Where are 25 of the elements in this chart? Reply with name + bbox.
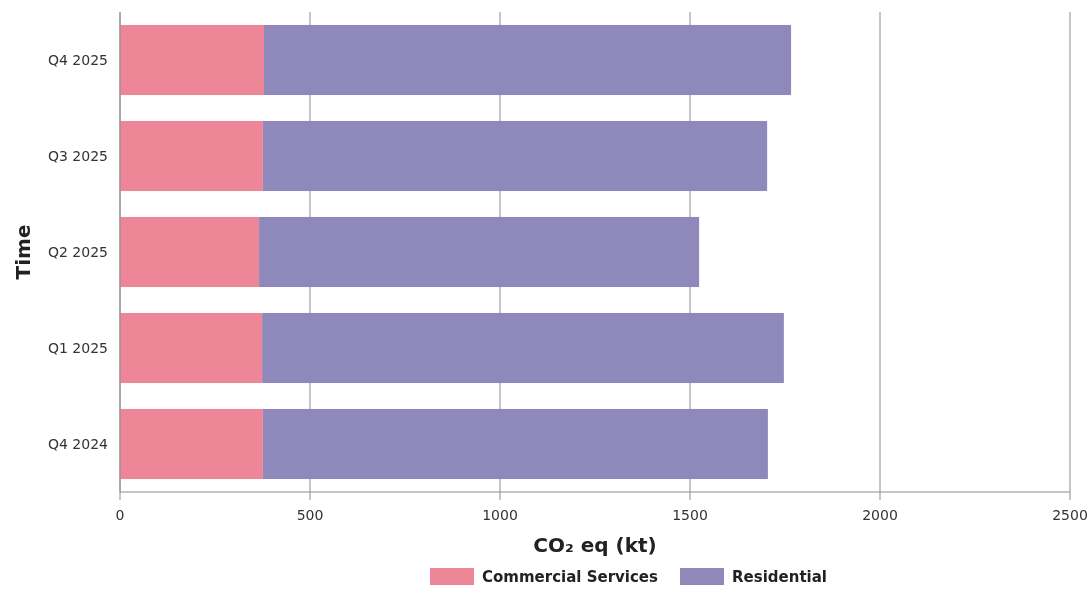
bar: [259, 216, 700, 288]
x-tick-label: 2500: [1052, 507, 1088, 523]
y-tick-label: Q3 2025: [47, 147, 108, 164]
bar: [262, 120, 768, 192]
legend-label: Residential: [732, 568, 827, 586]
bar: [262, 312, 784, 384]
y-axis-title: Time: [11, 224, 35, 280]
y-tick-label: Q2 2025: [47, 243, 108, 260]
x-tick-label: 0: [115, 507, 125, 523]
x-tick-label: 1000: [482, 507, 518, 523]
x-tick-label: 500: [296, 507, 324, 523]
legend-label: Commercial Services: [482, 568, 659, 586]
bar: [120, 408, 263, 480]
x-axis-title: CO₂ eq (kt): [533, 533, 657, 557]
y-tick-label: Q1 2025: [47, 339, 108, 356]
y-tick-label: Q4 2024: [47, 435, 109, 452]
bar: [120, 24, 265, 96]
bar: [262, 408, 768, 480]
bar: [264, 24, 792, 96]
x-tick-label: 1500: [672, 507, 708, 523]
x-tick-label: 2000: [862, 507, 898, 523]
bar: [120, 312, 263, 384]
bar: [120, 120, 263, 192]
bar: [120, 216, 260, 288]
y-tick-label: Q4 2025: [47, 51, 108, 68]
